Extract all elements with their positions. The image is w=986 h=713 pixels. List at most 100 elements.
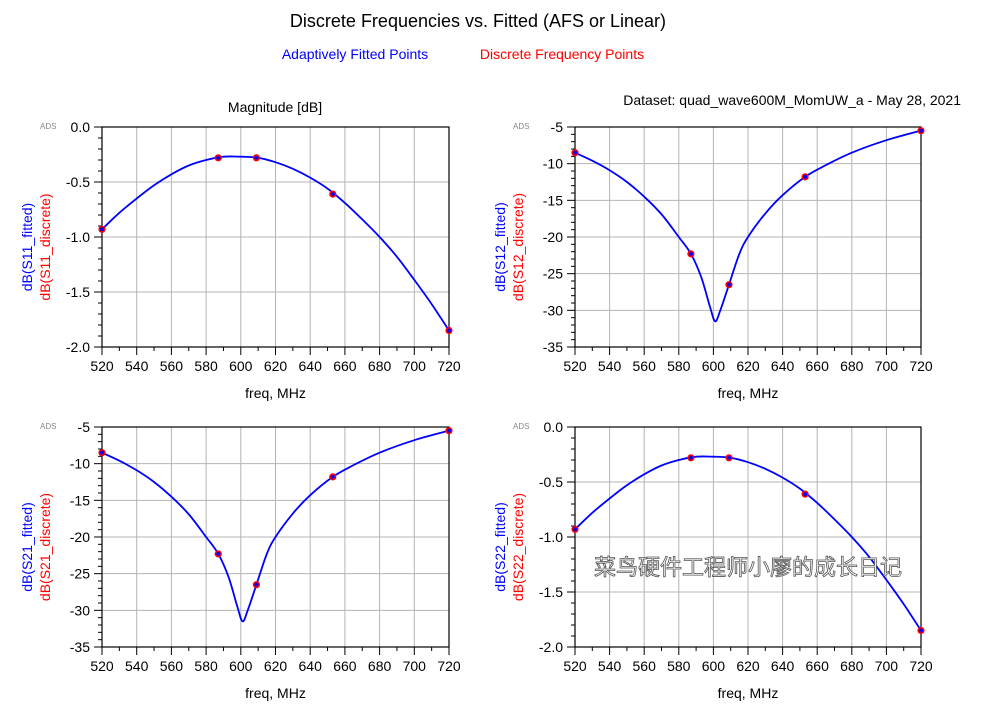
x-tick-label: 560 (160, 658, 184, 674)
discrete-point (214, 550, 222, 558)
plot-frame (574, 426, 922, 648)
y-tick-label: -10 (543, 156, 563, 172)
x-tick-label: 680 (368, 358, 392, 374)
x-tick-label: 580 (194, 358, 218, 374)
x-tick-label: 620 (264, 358, 288, 374)
x-tick-label: 520 (563, 658, 587, 674)
x-tick-label: 680 (840, 658, 864, 674)
discrete-point (571, 149, 579, 157)
legend-fitted: Adaptively Fitted Points (282, 46, 428, 62)
y-axis-label-discrete: dB(S11_discrete) (37, 193, 53, 300)
discrete-point (917, 626, 925, 635)
y-axis-label-discrete: dB(S12_discrete) (510, 193, 526, 301)
y-tick-label: -1.5 (539, 584, 563, 600)
plot-s11: 520 540 560 580 600 620 640 660 680 700 720 0.0 -0.5… (19, 119, 461, 401)
ads-mark: ADS (40, 422, 56, 431)
y-tick-label: -15 (543, 192, 563, 208)
x-tick-label: 580 (194, 658, 218, 674)
legend-discrete: Discrete Frequency Points (480, 46, 644, 62)
x-tick-label: 520 (563, 358, 587, 374)
x-tick-label: 540 (125, 358, 149, 374)
x-tick-label: 700 (875, 358, 899, 374)
x-tick-label: 600 (229, 658, 253, 674)
ads-mark: ADS (513, 422, 529, 431)
plot-frame (574, 126, 922, 348)
discrete-point (801, 173, 809, 181)
y-tick-label: -20 (70, 529, 90, 545)
y-tick-label: -0.5 (539, 474, 563, 490)
fitted-curve (574, 455, 922, 631)
x-tick-label: 600 (229, 358, 253, 374)
x-tick-label: 660 (806, 658, 830, 674)
discrete-point (687, 454, 695, 462)
x-tick-label: 580 (667, 658, 691, 674)
y-tick-label: -35 (543, 339, 563, 355)
x-tick-label: 680 (368, 658, 392, 674)
discrete-point (687, 250, 695, 258)
plot-s12: 520 540 560 580 600 620 640 660 680 700 720 -5 -10 -1… (492, 119, 933, 401)
discrete-point (725, 454, 733, 462)
y-tick-label: 0.0 (71, 119, 91, 135)
fitted-curve (101, 429, 450, 623)
ads-mark: ADS (40, 122, 56, 131)
plot-frame (101, 126, 450, 348)
y-tick-label: -35 (70, 639, 90, 655)
x-tick-label: 600 (702, 358, 726, 374)
discrete-point (917, 127, 925, 135)
x-tick-label: 560 (633, 658, 657, 674)
y-tick-label: -20 (543, 229, 563, 245)
discrete-point (329, 473, 337, 481)
y-tick-label: -0.5 (66, 174, 90, 190)
y-tick-label: -15 (70, 492, 90, 508)
discrete-point (252, 581, 261, 589)
discrete-point (801, 490, 809, 498)
y-axis-label-discrete: dB(S21_discrete) (37, 493, 53, 601)
plot-s22: 520 540 560 580 600 620 640 660 680 700 720 0.0 -0.5… (492, 419, 933, 701)
plot-s21: 520 540 560 580 600 620 640 660 680 700 720 -5 -10 -1… (19, 419, 461, 701)
y-tick-label: -30 (543, 302, 563, 318)
y-tick-label: 0.0 (544, 419, 564, 435)
discrete-point (252, 154, 261, 162)
y-tick-label: -5 (551, 119, 564, 135)
discrete-point (214, 154, 222, 162)
x-tick-label: 520 (90, 358, 114, 374)
fitted-curve (101, 155, 450, 331)
subtitle-magnitude: Magnitude [dB] (228, 99, 322, 115)
subtitle-dataset: Dataset: quad_wave600M_MomUW_a - May 28,… (623, 92, 961, 108)
y-axis-label-fitted: dB(S21_fitted) (19, 502, 35, 592)
y-axis-label-fitted: dB(S11_fitted) (19, 203, 35, 291)
y-tick-label: -25 (70, 566, 90, 582)
y-tick-label: -1.0 (539, 529, 563, 545)
x-tick-label: 620 (736, 358, 760, 374)
y-tick-label: -10 (70, 456, 90, 472)
x-tick-label: 520 (90, 658, 114, 674)
x-tick-label: 620 (736, 658, 760, 674)
fitted-curve (574, 129, 922, 323)
x-tick-label: 640 (771, 658, 795, 674)
y-tick-label: -2.0 (539, 639, 563, 655)
y-tick-label: -2.0 (66, 339, 90, 355)
y-axis-label-discrete: dB(S22_discrete) (510, 493, 526, 601)
x-tick-label: 700 (875, 658, 899, 674)
x-tick-label: 720 (437, 658, 461, 674)
x-tick-label: 540 (125, 658, 149, 674)
x-tick-label: 600 (702, 658, 726, 674)
discrete-point (445, 326, 453, 335)
x-tick-label: 540 (598, 358, 622, 374)
x-tick-label: 700 (403, 358, 427, 374)
discrete-point (98, 225, 106, 233)
x-tick-label: 660 (333, 658, 357, 674)
y-tick-label: -5 (78, 419, 91, 435)
discrete-point (98, 449, 106, 457)
x-tick-label: 640 (299, 358, 323, 374)
plot-frame (101, 426, 450, 648)
discrete-point (329, 190, 337, 198)
y-axis-label-fitted: dB(S12_fitted) (492, 202, 508, 292)
x-tick-label: 620 (264, 658, 288, 674)
x-axis-label: freq, MHz (718, 385, 779, 401)
x-tick-label: 680 (840, 358, 864, 374)
x-tick-label: 720 (909, 358, 933, 374)
discrete-point (571, 525, 579, 533)
y-tick-label: -25 (543, 266, 563, 282)
